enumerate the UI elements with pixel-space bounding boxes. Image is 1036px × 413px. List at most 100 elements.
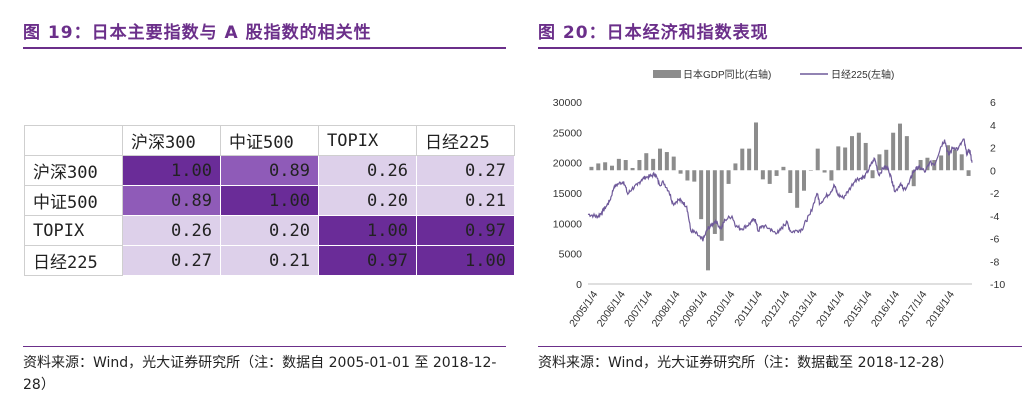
left-axis-tick: 5000 [559, 249, 583, 261]
gdp-bar [829, 170, 834, 181]
gdp-bar [795, 170, 800, 208]
gdp-bar [863, 142, 868, 171]
gdp-bar [959, 154, 964, 171]
table-column-header: 中证500 [220, 125, 319, 156]
right-source-note: 资料来源：Wind，光大证券研究所（注：数据截至 2018-12-28） [538, 355, 953, 371]
gdp-bar [781, 166, 786, 171]
right-axis-tick: 2 [990, 143, 996, 155]
table-header-row: 沪深300 中证500 TOPIX 日经225 [24, 125, 515, 156]
corr-cell: 0.21 [416, 185, 515, 216]
gdp-bar [678, 170, 683, 174]
gdp-bar [733, 163, 738, 171]
corr-cell: 0.26 [318, 155, 417, 186]
table-column-header: 日经225 [416, 125, 515, 156]
table-row-header: TOPIX [24, 215, 123, 246]
x-axis: 2005/1/42006/1/42007/1/42008/1/42009/1/4… [567, 283, 972, 329]
gdp-bar [918, 160, 923, 171]
right-axis-tick: -10 [990, 279, 1005, 291]
left-axis-tick: 30000 [553, 97, 582, 109]
table-row-header: 沪深300 [24, 155, 123, 186]
corr-cell: 1.00 [318, 215, 417, 246]
gdp-bar [616, 158, 621, 171]
gdp-bar [603, 162, 608, 171]
gdp-bar [726, 170, 731, 184]
table-row: TOPIX 0.26 0.20 1.00 0.97 [24, 215, 515, 246]
right-axis-tick: -8 [990, 256, 999, 268]
gdp-bar [850, 136, 854, 171]
gdp-bar [767, 170, 772, 184]
gdp-bar [774, 170, 779, 176]
left-source-rule [23, 346, 506, 347]
right-panel-title: 图 20：日本经济和指数表现 [538, 23, 769, 43]
gdp-bar [966, 170, 971, 176]
gdp-bar [712, 170, 717, 234]
right-axis: -10 -8 -6 -4 -2 0 2 4 6 [990, 97, 1005, 291]
gdp-bar [843, 147, 848, 171]
gdp-bar [630, 167, 635, 171]
table-column-header: TOPIX [318, 125, 417, 156]
left-axis-tick: 15000 [553, 188, 582, 200]
table-row-header: 中证500 [24, 185, 123, 216]
gdp-bar [754, 122, 758, 171]
nikkei-line [587, 138, 973, 242]
right-axis-tick: -2 [990, 188, 999, 200]
gdp-bar [877, 154, 882, 171]
legend-label: 日经225(左轴) [831, 68, 894, 81]
right-axis-tick: 4 [990, 120, 996, 132]
gdp-bar [808, 170, 813, 171]
gdp-bar [644, 153, 649, 171]
gdp-bar [884, 149, 889, 171]
gdp-bar [939, 155, 944, 171]
correlation-table: 沪深300 中证500 TOPIX 日经225 沪深300 1.00 0.89 … [24, 125, 515, 276]
right-axis-tick: 6 [990, 97, 996, 109]
gdp-bar [589, 166, 594, 171]
gdp-bar [788, 170, 793, 193]
table-row: 中证500 0.89 1.00 0.20 0.21 [24, 185, 515, 216]
gdp-bar [822, 170, 827, 173]
left-axis: 0 5000 10000 15000 20000 25000 30000 [553, 97, 582, 291]
left-panel-title: 图 19：日本主要指数与 A 股指数的相关性 [23, 23, 372, 43]
gdp-bar [692, 170, 697, 182]
right-title-rule [538, 47, 1022, 49]
gdp-bar [952, 149, 957, 171]
corr-cell: 0.20 [318, 185, 417, 216]
left-axis-tick: 25000 [553, 127, 582, 139]
corr-cell: 0.21 [220, 245, 319, 276]
gdp-bar [637, 160, 642, 171]
gdp-bar [856, 132, 861, 171]
gdp-bar [719, 170, 724, 241]
gdp-bar [610, 165, 614, 171]
chart-legend: 日本GDP同比(右轴) 日经225(左轴) [653, 68, 894, 81]
corr-cell: 0.97 [416, 215, 515, 246]
gdp-bar [904, 136, 909, 171]
gdp-bar [740, 148, 745, 171]
table-corner-cell [24, 125, 123, 156]
corr-cell: 0.26 [122, 215, 221, 246]
corr-cell: 1.00 [220, 185, 319, 216]
right-axis-tick: 0 [990, 165, 996, 177]
gdp-bar [623, 160, 628, 171]
left-axis-tick: 0 [576, 279, 582, 291]
gdp-bar [891, 132, 896, 171]
corr-cell: 0.89 [122, 185, 221, 216]
gdp-bar [685, 170, 690, 181]
gdp-bar [898, 123, 902, 171]
gdp-bar [802, 170, 806, 191]
right-source-rule [538, 346, 1022, 347]
gdp-bar [815, 148, 820, 171]
gdp-bar [706, 170, 710, 271]
gdp-bar [671, 156, 676, 171]
right-axis-tick: -4 [990, 211, 999, 223]
table-column-header: 沪深300 [122, 125, 221, 156]
corr-cell: 1.00 [416, 245, 515, 276]
legend-bar-swatch [653, 70, 681, 78]
left-axis-tick: 10000 [553, 218, 582, 230]
gdp-bar [699, 170, 704, 220]
gdp-bar [664, 152, 669, 171]
gdp-bar [870, 170, 875, 179]
corr-cell: 1.00 [122, 155, 221, 186]
table-row-header: 日经225 [24, 245, 123, 276]
gdp-bar [925, 157, 930, 171]
left-source-note: 资料来源：Wind，光大证券研究所（注：数据自 2005-01-01 至 201… [23, 355, 497, 393]
gdp-bar [651, 158, 656, 171]
